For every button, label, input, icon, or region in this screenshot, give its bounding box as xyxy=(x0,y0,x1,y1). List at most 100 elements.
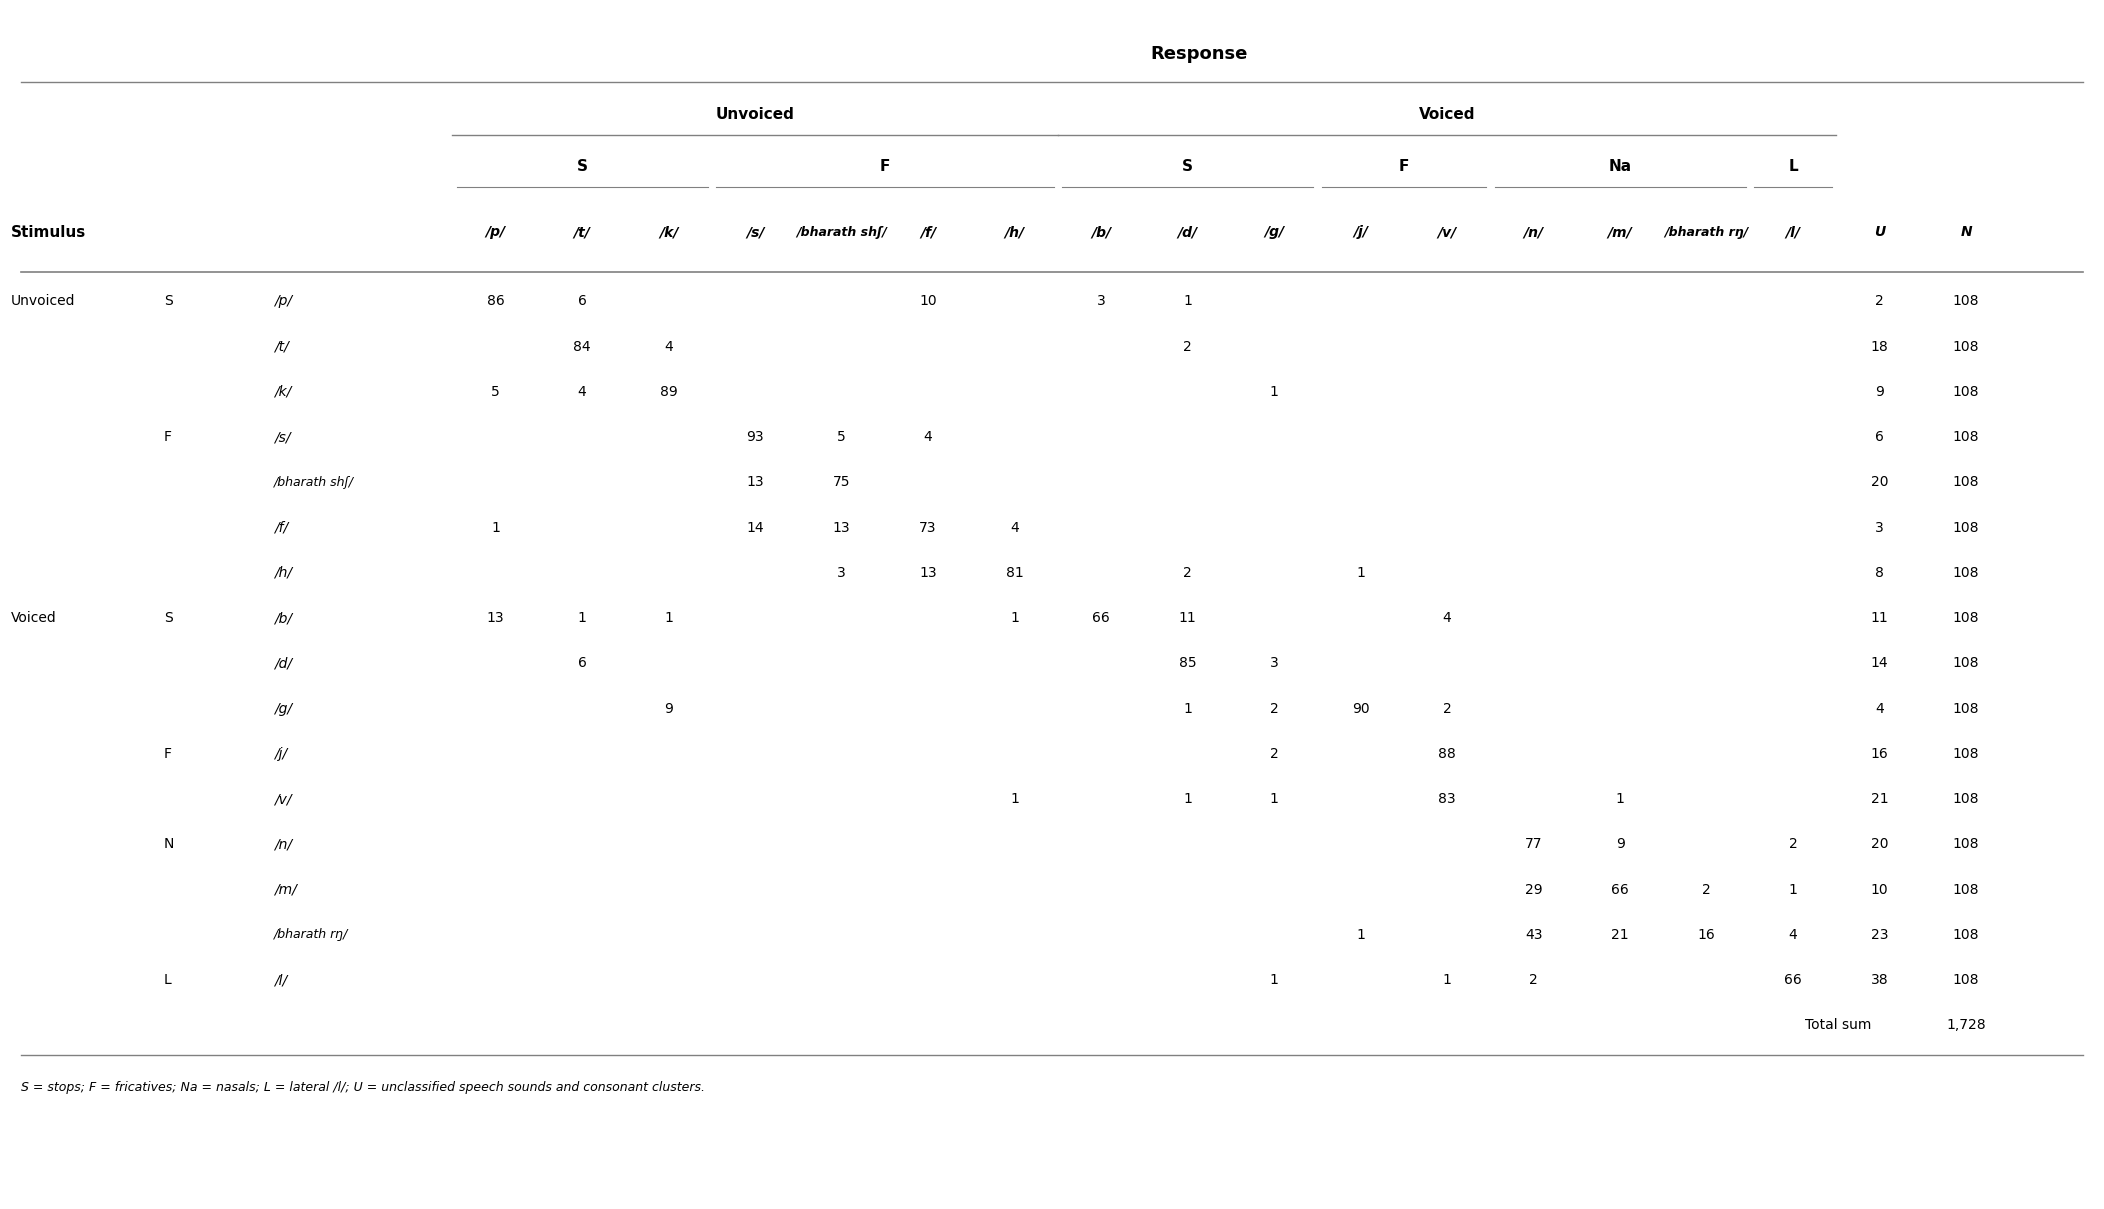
Text: 108: 108 xyxy=(1953,566,1980,580)
Text: 3: 3 xyxy=(1875,521,1883,534)
Text: 3: 3 xyxy=(837,566,846,580)
Text: /b/: /b/ xyxy=(274,612,292,625)
Text: /k/: /k/ xyxy=(659,225,677,239)
Text: /f/: /f/ xyxy=(274,521,288,534)
Text: S: S xyxy=(576,160,587,174)
Text: 108: 108 xyxy=(1953,612,1980,625)
Text: 13: 13 xyxy=(486,612,505,625)
Text: 2: 2 xyxy=(1702,883,1711,897)
Text: L: L xyxy=(164,973,173,988)
Text: 75: 75 xyxy=(833,475,850,490)
Text: 1: 1 xyxy=(1010,792,1018,806)
Text: F: F xyxy=(1399,160,1410,174)
Text: 85: 85 xyxy=(1178,656,1197,671)
Text: 1,728: 1,728 xyxy=(1946,1018,1986,1032)
Text: 3: 3 xyxy=(1096,295,1105,308)
Text: 108: 108 xyxy=(1953,883,1980,897)
Text: /v/: /v/ xyxy=(274,792,290,806)
Text: 108: 108 xyxy=(1953,701,1980,716)
Text: 1: 1 xyxy=(579,612,587,625)
Text: 13: 13 xyxy=(833,521,850,534)
Text: 4: 4 xyxy=(665,340,673,354)
Text: 5: 5 xyxy=(837,430,846,444)
Text: 9: 9 xyxy=(1616,838,1624,851)
Text: 1: 1 xyxy=(1443,973,1452,988)
Text: 9: 9 xyxy=(665,701,673,716)
Text: 66: 66 xyxy=(1784,973,1801,988)
Text: 8: 8 xyxy=(1875,566,1883,580)
Text: 83: 83 xyxy=(1439,792,1456,806)
Text: 1: 1 xyxy=(1616,792,1624,806)
Text: U: U xyxy=(1875,225,1885,239)
Text: 93: 93 xyxy=(747,430,764,444)
Text: 43: 43 xyxy=(1525,929,1542,942)
Text: 4: 4 xyxy=(579,384,587,399)
Text: 29: 29 xyxy=(1525,883,1542,897)
Text: 1: 1 xyxy=(665,612,673,625)
Text: /p/: /p/ xyxy=(486,225,505,239)
Text: /n/: /n/ xyxy=(274,838,292,851)
Text: /bharath rŋ/: /bharath rŋ/ xyxy=(1664,226,1748,238)
Text: 5: 5 xyxy=(490,384,501,399)
Text: 20: 20 xyxy=(1870,475,1887,490)
Text: 10: 10 xyxy=(1870,883,1889,897)
Text: 16: 16 xyxy=(1698,929,1715,942)
Text: L: L xyxy=(1788,160,1799,174)
Text: 21: 21 xyxy=(1612,929,1628,942)
Text: /h/: /h/ xyxy=(274,566,292,580)
Text: F: F xyxy=(164,747,173,760)
Text: S: S xyxy=(164,295,173,308)
Text: /j/: /j/ xyxy=(1353,225,1368,239)
Text: 108: 108 xyxy=(1953,340,1980,354)
Text: 3: 3 xyxy=(1269,656,1279,671)
Text: 2: 2 xyxy=(1182,340,1193,354)
Text: 6: 6 xyxy=(1875,430,1883,444)
Text: 2: 2 xyxy=(1269,747,1279,760)
Text: 108: 108 xyxy=(1953,295,1980,308)
Text: 108: 108 xyxy=(1953,384,1980,399)
Text: 108: 108 xyxy=(1953,973,1980,988)
Text: 14: 14 xyxy=(747,521,764,534)
Text: 1: 1 xyxy=(1182,295,1193,308)
Text: 2: 2 xyxy=(1269,701,1279,716)
Text: 108: 108 xyxy=(1953,656,1980,671)
Text: N: N xyxy=(164,838,175,851)
Text: 66: 66 xyxy=(1612,883,1628,897)
Text: 21: 21 xyxy=(1870,792,1889,806)
Text: 84: 84 xyxy=(572,340,591,354)
Text: 9: 9 xyxy=(1875,384,1883,399)
Text: /k/: /k/ xyxy=(274,384,290,399)
Text: /f/: /f/ xyxy=(919,225,936,239)
Text: /s/: /s/ xyxy=(274,430,290,444)
Text: 108: 108 xyxy=(1953,747,1980,760)
Text: 1: 1 xyxy=(1269,384,1279,399)
Text: /t/: /t/ xyxy=(574,225,591,239)
Text: 108: 108 xyxy=(1953,475,1980,490)
Text: 1: 1 xyxy=(1788,883,1797,897)
Text: 86: 86 xyxy=(486,295,505,308)
Text: Unvoiced: Unvoiced xyxy=(715,108,795,122)
Text: Stimulus: Stimulus xyxy=(11,225,86,239)
Text: /b/: /b/ xyxy=(1092,225,1111,239)
Text: /n/: /n/ xyxy=(1523,225,1544,239)
Text: 4: 4 xyxy=(1443,612,1452,625)
Text: /m/: /m/ xyxy=(1607,225,1633,239)
Text: /j/: /j/ xyxy=(274,747,286,760)
Text: 2: 2 xyxy=(1443,701,1452,716)
Text: 14: 14 xyxy=(1870,656,1889,671)
Text: 73: 73 xyxy=(919,521,936,534)
Text: 77: 77 xyxy=(1525,838,1542,851)
Text: 11: 11 xyxy=(1178,612,1197,625)
Text: 108: 108 xyxy=(1953,430,1980,444)
Text: 1: 1 xyxy=(1182,701,1193,716)
Text: N: N xyxy=(1961,225,1971,239)
Text: 4: 4 xyxy=(1875,701,1883,716)
Text: 20: 20 xyxy=(1870,838,1887,851)
Text: /p/: /p/ xyxy=(274,295,292,308)
Text: 2: 2 xyxy=(1182,566,1193,580)
Text: /h/: /h/ xyxy=(1004,225,1025,239)
Text: 23: 23 xyxy=(1870,929,1887,942)
Text: /m/: /m/ xyxy=(274,883,297,897)
Text: /g/: /g/ xyxy=(1265,225,1283,239)
Text: 90: 90 xyxy=(1351,701,1370,716)
